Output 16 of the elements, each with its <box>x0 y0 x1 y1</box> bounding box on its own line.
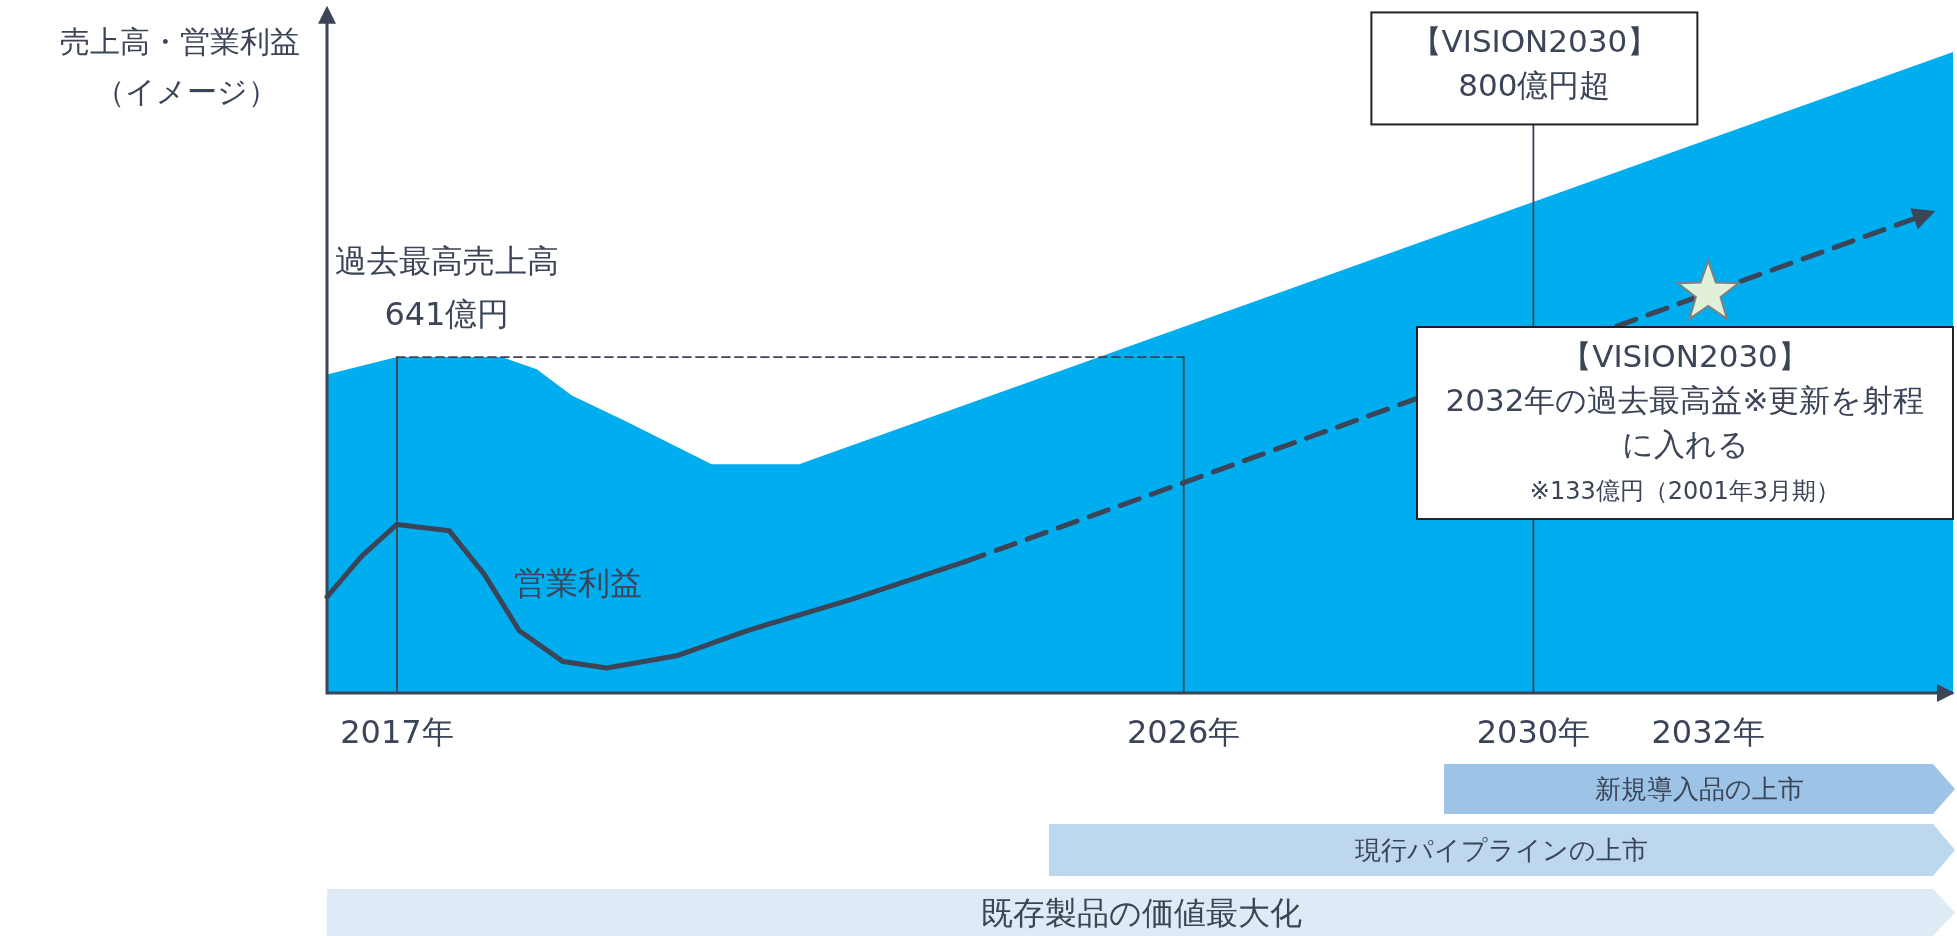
annotation: 【VISION2030】 800億円超 <box>1410 23 1659 104</box>
annotation: 641億円 <box>384 295 510 334</box>
series-label: 営業利益 <box>514 564 643 603</box>
ylabel: 売上高・営業利益 <box>60 24 300 59</box>
annotation: 【VISION2030】 2032年の過去最高益※更新を射程に入れる ※133億円（2001年3月期） <box>1445 338 1925 506</box>
annotation: 既存製品の価値最大化 <box>980 894 1302 932</box>
x-tick: 2030年 <box>1476 713 1591 751</box>
annotation: 過去最高売上高 <box>334 242 559 281</box>
x-tick: 2017年 <box>340 713 454 751</box>
ylabel: （イメージ） <box>95 74 278 109</box>
annotation: 【VISION2030】 2032年の過去最高益※更新を射程に入れる ※133億円（2001年3月期） <box>1416 326 1954 520</box>
annotation: 新規導入品の上市 <box>1595 774 1805 805</box>
annotation: 現行パイプラインの上市 <box>1355 835 1649 866</box>
x-tick: 2032年 <box>1651 713 1765 751</box>
annotation: 【VISION2030】 800億円超 <box>1370 11 1699 126</box>
x-tick: 2026年 <box>1127 713 1241 751</box>
